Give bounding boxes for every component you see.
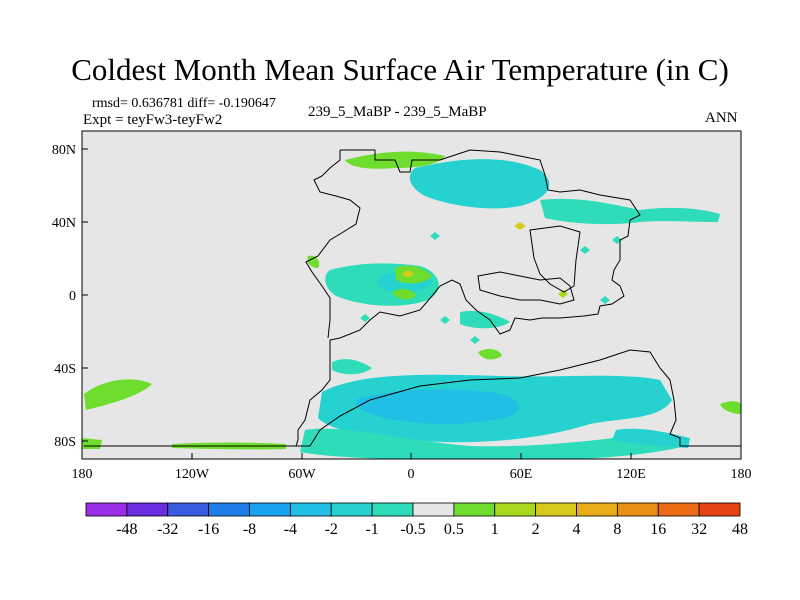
scatter-diamond-7 [470,336,480,344]
east-pacific-green-patch [720,401,741,414]
antarctic-cyan-patch [300,428,690,459]
lon-tick-120w: 120W [175,467,210,482]
lon-tick-60e: 60E [510,467,533,482]
tropical-green-patch [395,265,432,284]
interior-sea-outline [477,271,575,305]
colorbar-label-5: -4 [284,521,297,538]
anomaly-patches [82,151,741,459]
lat-tick-80s: 80S [54,435,76,450]
yellow-spot-1 [402,270,414,278]
colorbar-label-4: -8 [243,521,256,538]
colorbar-label-2: -32 [157,521,178,538]
lon-tick-180e: 180 [731,467,752,482]
west-cyan-patch [332,359,372,375]
latitude-axis: 80N 40N 0 40S 80S [52,143,88,450]
colorbar-swatch-3 [167,502,210,517]
colorbar: -48 -32 -16 -8 -4 -2 -1 -0.5 0.5 1 2 4 8 16 32 48 [85,502,748,538]
colorbar-label-7: -1 [365,521,378,538]
east-asia-outline [529,225,581,293]
season-label: ANN [705,110,738,126]
lat-tick-0: 0 [69,289,76,304]
colorbar-label-8: -0.5 [400,521,425,538]
equator-green-patch [392,289,416,300]
colorbar-swatch-14 [616,502,659,517]
colorbar-swatch-4 [208,502,250,517]
longitude-axis: 180 120W 60W 0 60E 120E 180 [72,453,752,482]
colorbar-swatch-2 [126,502,169,517]
colorbar-label-11: 2 [532,521,540,538]
plot-title: Coldest Month Mean Surface Air Temperatu… [71,52,729,87]
colorbar-label-9: 0.5 [444,521,464,538]
scatter-diamond-5 [600,296,610,304]
colorbar-swatch-1 [85,502,128,517]
colorbar-label-15: 32 [691,521,707,538]
indian-green-patch [478,349,502,360]
colorbar-swatch-12 [535,502,577,517]
western-pacific-green-patch [84,379,152,410]
colorbar-label-12: 4 [573,521,581,538]
arctic-cyan-patch [409,159,550,209]
pangea-coastline [84,149,741,447]
scatter-diamond-6 [430,232,440,240]
west-green-patch [307,255,320,268]
colorbar-swatch-7 [330,502,373,517]
lon-tick-0: 0 [408,467,415,482]
experiment-label: Expt = teyFw3-teyFw2 [83,112,223,128]
colorbar-swatch-8 [371,502,414,517]
colorbar-label-1: -48 [116,521,137,538]
lon-tick-60w: 60W [288,467,316,482]
lat-tick-80n: 80N [52,143,76,158]
continent-outlines [84,149,741,447]
lat-tick-40s: 40S [54,362,76,377]
scatter-diamond-3 [580,246,590,254]
lon-tick-180w: 180 [72,467,93,482]
colorbar-swatch-9 [412,502,455,517]
scatter-diamond-1 [360,314,370,322]
colorbar-swatch-16 [698,502,741,517]
yellow-spot-3 [558,290,568,298]
case-label: 239_5_MaBP - 239_5_MaBP [308,104,487,120]
scatter-diamond-2 [440,316,450,324]
indian-cyan-patch [460,310,510,329]
colorbar-swatch-15 [657,502,700,517]
colorbar-swatch-13 [576,502,618,517]
colorbar-swatch-11 [494,502,537,517]
colorbar-label-6: -2 [325,521,338,538]
colorbar-label-14: 16 [650,521,666,538]
colorbar-label-10: 1 [491,521,499,538]
rmsd-diff-stats: rmsd= 0.636781 diff= -0.190647 [92,96,276,111]
colorbar-swatch-6 [289,502,332,517]
colorbar-swatch-5 [249,502,291,517]
lon-tick-120e: 120E [616,467,646,482]
southern-ocean-core-patch [356,389,520,424]
colorbar-label-13: 8 [613,521,621,538]
yellow-spot-2 [514,222,526,230]
colorbar-label-3: -16 [198,521,219,538]
lat-tick-40n: 40N [52,216,76,231]
colorbar-label-16: 48 [732,521,748,538]
north-east-cyan-patch [540,198,720,225]
colorbar-swatch-10 [453,502,496,517]
